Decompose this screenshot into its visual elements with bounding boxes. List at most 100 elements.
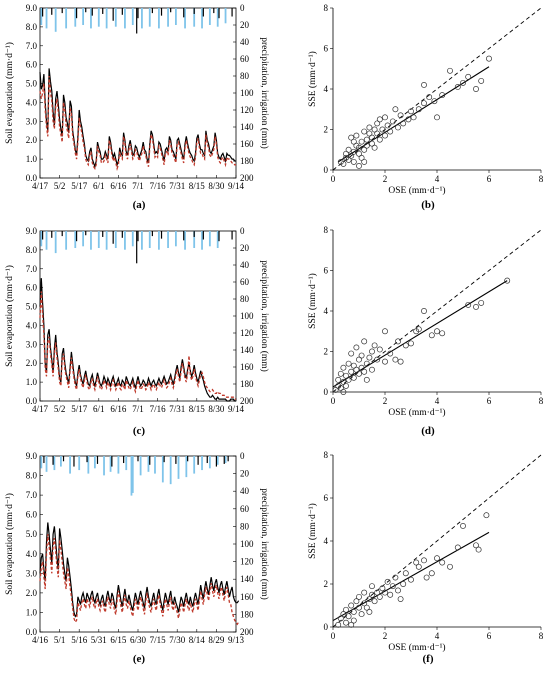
- x-tick-label: 8: [539, 631, 544, 641]
- y-tick-label: 2.0: [26, 588, 38, 598]
- y-axis-label: SSE (mm·d⁻¹): [307, 51, 318, 107]
- data-point: [389, 118, 396, 125]
- y2-tick-label: 60: [240, 54, 250, 64]
- x-tick-label: 8/14: [189, 635, 206, 645]
- data-point: [397, 358, 404, 365]
- x-tick-label: 2: [383, 174, 388, 184]
- panel-label: (b): [421, 199, 435, 211]
- y-axis-label: SSE (mm·d⁻¹): [307, 503, 318, 559]
- x-tick-label: 6/16: [110, 404, 127, 414]
- precipitation-bar: [136, 8, 138, 34]
- y-tick-label: 6.0: [26, 283, 38, 293]
- y-tick-label: 6: [324, 493, 329, 503]
- precipitation-bar: [121, 8, 123, 15]
- precipitation-bar: [51, 231, 53, 238]
- precipitation-bar: [137, 231, 139, 242]
- data-point: [343, 150, 349, 157]
- y-tick-label: 2: [324, 579, 329, 589]
- irrigation-bar: [45, 456, 48, 472]
- y-tick-label: 8.0: [26, 22, 38, 32]
- precipitation-bar: [121, 231, 123, 238]
- precipitation-bar: [149, 456, 151, 465]
- data-point: [374, 130, 381, 137]
- irrigation-bar: [193, 231, 196, 248]
- precipitation-bar: [183, 8, 185, 18]
- data-point: [397, 112, 404, 119]
- regression-line: [337, 66, 490, 163]
- data-point: [460, 523, 466, 529]
- data-point: [348, 621, 355, 628]
- precipitation-bar: [85, 8, 87, 13]
- x-tick-label: 5/16: [71, 635, 88, 645]
- x-tick-label: 8/30: [208, 404, 225, 414]
- data-point: [348, 152, 355, 159]
- data-point: [356, 356, 362, 363]
- data-point: [376, 136, 383, 143]
- x-tick-label: 7/16: [150, 181, 167, 191]
- y-tick-label: 4.0: [26, 97, 38, 107]
- x-tick-label: 4: [435, 396, 440, 406]
- precipitation-bar: [170, 8, 172, 13]
- y-tick-label: 0: [324, 622, 329, 632]
- data-point: [408, 576, 414, 583]
- irrigation-bar: [193, 8, 196, 27]
- precipitation-bar: [151, 8, 153, 14]
- data-point: [387, 591, 394, 598]
- precipitation-bar: [160, 231, 163, 239]
- precipitation-bar: [43, 456, 45, 464]
- data-point: [387, 350, 394, 357]
- data-point: [439, 559, 446, 566]
- data-point: [345, 376, 352, 383]
- y-tick-label: 0.0: [26, 627, 38, 637]
- irrigation-bar: [54, 8, 57, 32]
- y-tick-label: 8.0: [26, 245, 38, 255]
- irrigation-bar: [65, 8, 68, 29]
- regression-line: [332, 280, 508, 388]
- data-point: [366, 130, 373, 137]
- x-tick-label: 2: [383, 396, 388, 406]
- data-point: [392, 574, 399, 581]
- data-point: [415, 563, 422, 570]
- one-to-one-line: [332, 229, 542, 393]
- one-to-one-line: [332, 454, 542, 628]
- data-point: [434, 114, 440, 121]
- y-tick-label: 0: [324, 165, 329, 175]
- data-point: [340, 364, 347, 371]
- precipitation-bar: [62, 456, 65, 462]
- x-tick-label: 0: [331, 174, 336, 184]
- y2-tick-label: 200: [240, 627, 254, 637]
- data-point: [473, 542, 479, 549]
- data-point: [371, 144, 378, 151]
- data-point: [431, 98, 438, 105]
- x-tick-label: 6: [487, 631, 492, 641]
- y2-tick-label: 100: [240, 311, 254, 321]
- irrigation-bar: [167, 8, 169, 27]
- y-axis-label: Soil evaporation (mm·d⁻¹): [4, 493, 15, 595]
- precipitation-bar: [52, 456, 54, 465]
- y-tick-label: 5.0: [26, 79, 38, 89]
- data-point: [376, 346, 383, 353]
- simulated-evaporation-line: [39, 75, 236, 171]
- irrigation-bar: [82, 8, 85, 25]
- data-point: [439, 92, 446, 99]
- irrigation-bar: [117, 456, 120, 474]
- data-point: [400, 581, 407, 587]
- data-point: [475, 546, 482, 553]
- irrigation-bar: [74, 8, 77, 27]
- data-point: [408, 340, 414, 347]
- y-tick-label: 3.0: [26, 339, 38, 349]
- precipitation-bar: [197, 456, 199, 465]
- irrigation-bar: [97, 8, 100, 27]
- x-tick-label: 7/30: [169, 635, 186, 645]
- data-point: [361, 158, 368, 165]
- data-point: [382, 328, 388, 335]
- data-point: [335, 376, 342, 383]
- data-point: [421, 308, 427, 314]
- data-point: [382, 114, 388, 121]
- x-tick-label: 5/2: [54, 404, 66, 414]
- irrigation-bar: [141, 231, 143, 250]
- y-tick-label: 2.0: [26, 135, 38, 145]
- x-tick-label: 9/14: [228, 181, 245, 191]
- data-point: [361, 600, 368, 607]
- data-point: [363, 360, 370, 367]
